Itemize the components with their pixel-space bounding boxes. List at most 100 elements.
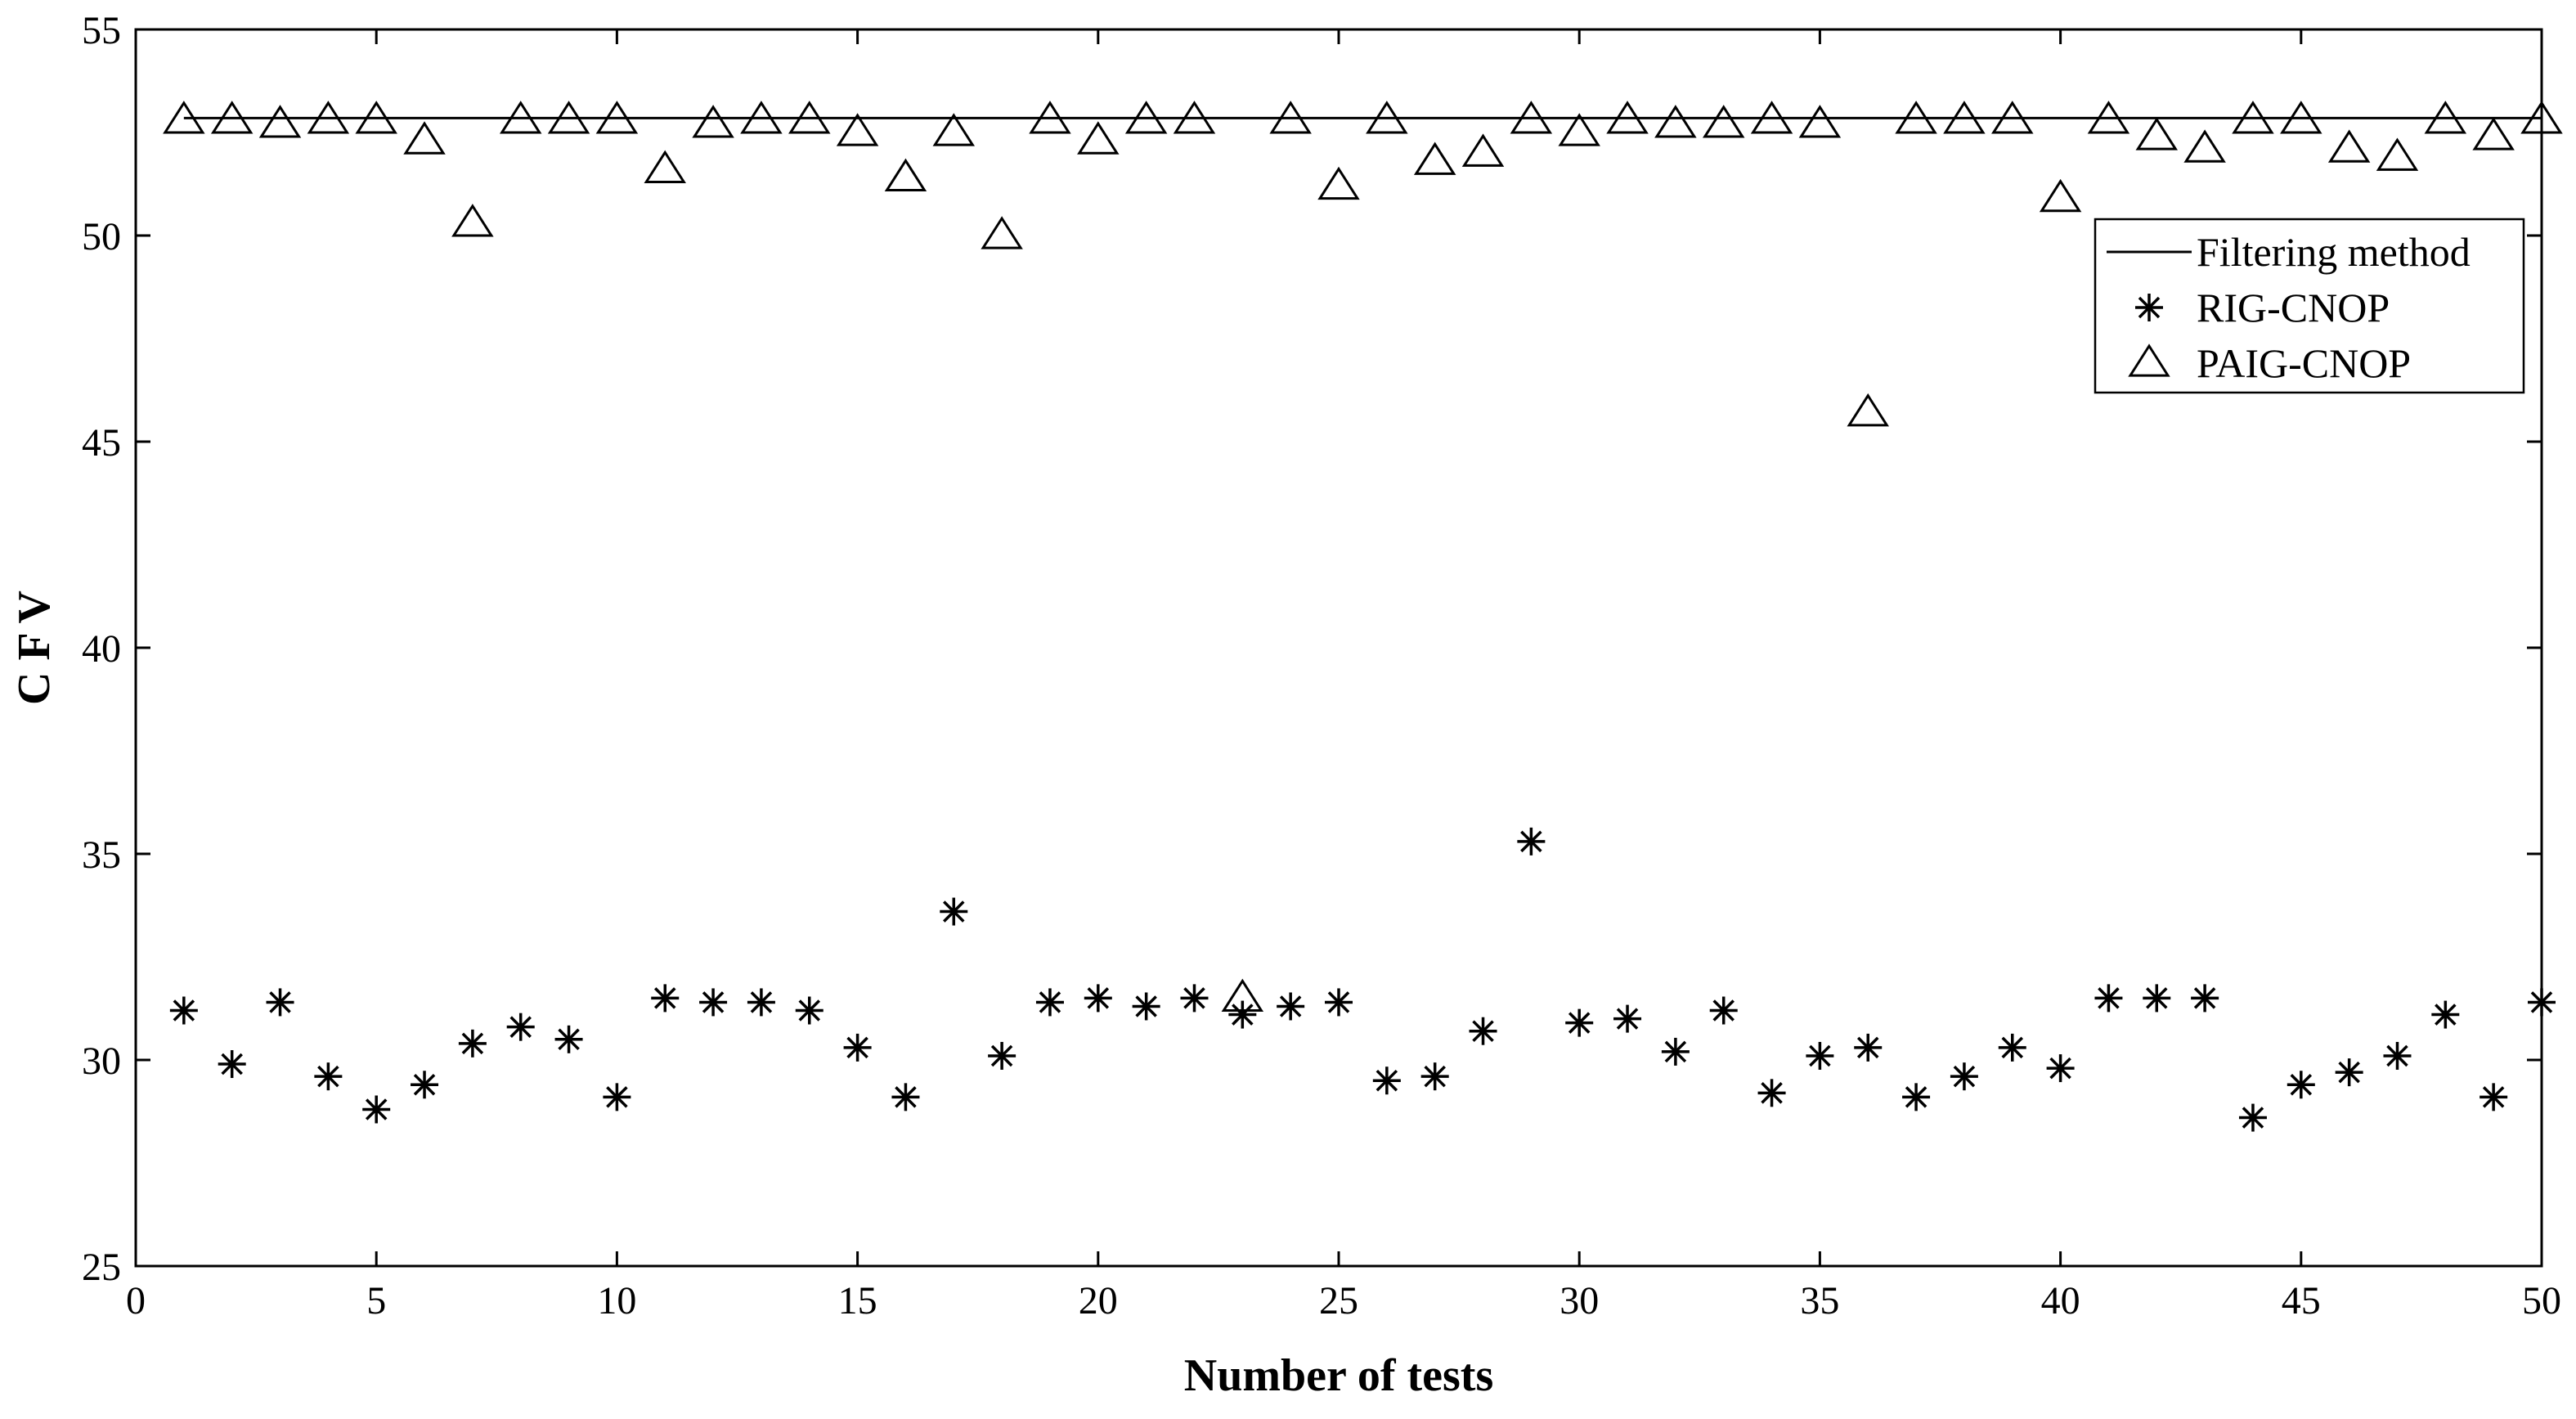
paig-cnop-point (355, 101, 397, 134)
rig-cnop-point (1132, 992, 1160, 1021)
paig-cnop-point (163, 101, 205, 134)
paig-cnop-point (595, 101, 639, 134)
rig-cnop-point (1661, 1037, 1690, 1066)
rig-cnop-point (2046, 1054, 2075, 1083)
rig-cnop-point (1084, 984, 1112, 1013)
paig-cnop-point (2472, 117, 2515, 150)
x-tick-label: 5 (366, 1279, 386, 1322)
paig-cnop-point (1366, 101, 1408, 134)
series-rig-cnop (169, 827, 2556, 1132)
x-tick-label: 45 (2282, 1279, 2321, 1322)
rig-cnop-point (2094, 984, 2123, 1013)
rig-cnop-point (266, 988, 294, 1017)
paig-cnop-point (1991, 101, 2034, 134)
legend: Filtering method RIG-CNOP PAIG-CNOP (2094, 218, 2525, 394)
paig-cnop-point (2232, 101, 2274, 134)
paig-cnop-point (1413, 141, 1456, 175)
x-tick-label: 35 (1800, 1279, 1839, 1322)
paig-cnop-point (1750, 101, 1793, 134)
paig-cnop-point (2327, 129, 2371, 163)
rig-cnop-point (2238, 1103, 2267, 1132)
paig-cnop-point (307, 101, 350, 134)
rig-cnop-point (2191, 984, 2219, 1013)
paig-cnop-point (692, 105, 734, 138)
series-paig-cnop (163, 101, 2563, 1013)
paig-cnop-point (1221, 978, 1264, 1013)
rig-cnop-point (1035, 988, 1064, 1017)
paig-cnop-point (2039, 178, 2082, 213)
paig-cnop-point (1269, 101, 1312, 134)
paig-cnop-point (547, 101, 590, 134)
rig-cnop-point (1902, 1083, 1931, 1111)
y-tick-label: 50 (82, 215, 121, 258)
paig-cnop-point (499, 101, 542, 134)
paig-cnop-point (2376, 137, 2419, 171)
paig-cnop-point (644, 150, 686, 183)
rig-cnop-point (1565, 1008, 1594, 1037)
x-tick-label: 25 (1319, 1279, 1358, 1322)
rig-cnop-point (218, 1050, 246, 1079)
rig-cnop-point (891, 1083, 920, 1111)
y-tick-label: 35 (82, 833, 121, 877)
rig-cnop-point (2287, 1071, 2315, 1099)
rig-cnop-point (940, 897, 968, 926)
paig-cnop-point (1461, 133, 1505, 167)
rig-cnop-point (1228, 1000, 1257, 1029)
rig-cnop-point (314, 1062, 343, 1091)
rig-cnop-point (1469, 1017, 1497, 1045)
rig-cnop-point (362, 1095, 391, 1124)
rig-cnop-point (795, 996, 824, 1025)
paig-cnop-point (2183, 129, 2226, 163)
rig-cnop-point (411, 1071, 439, 1099)
paig-cnop-point (2087, 101, 2130, 134)
x-tick-label: 40 (2041, 1279, 2080, 1322)
rig-cnop-point (2431, 1000, 2460, 1029)
paig-cnop-point (1124, 101, 1168, 134)
rig-cnop-point (1517, 827, 1546, 855)
rig-cnop-point (1420, 1062, 1449, 1091)
paig-cnop-point (740, 101, 783, 134)
rig-cnop-point (1180, 984, 1209, 1013)
legend-label: PAIG-CNOP (2197, 340, 2411, 386)
x-tick-label: 20 (1079, 1279, 1118, 1322)
rig-cnop-point (1613, 1004, 1642, 1033)
paig-cnop-point (2280, 101, 2322, 134)
paig-cnop-point (2424, 101, 2467, 134)
legend-asterisk-symbol (2135, 294, 2163, 321)
paig-cnop-point (1702, 105, 1745, 138)
rig-cnop-point (1709, 996, 1738, 1025)
rig-cnop-point (747, 988, 775, 1017)
rig-cnop-point (506, 1013, 535, 1041)
paig-cnop-point (1895, 101, 1937, 134)
paig-cnop-point (836, 113, 879, 146)
paig-cnop-point (1558, 113, 1600, 146)
rig-cnop-point (1806, 1041, 1834, 1070)
rig-cnop-point (1998, 1033, 2026, 1062)
rig-cnop-point (988, 1041, 1016, 1070)
paig-cnop-point (788, 101, 831, 134)
paig-cnop-point (2135, 117, 2179, 150)
rig-cnop-point (169, 996, 198, 1025)
x-tick-label: 10 (597, 1279, 636, 1322)
rig-cnop-point (1325, 988, 1353, 1017)
paig-cnop-point (1317, 166, 1360, 200)
paig-cnop-point (884, 158, 927, 192)
rig-cnop-point (1277, 992, 1305, 1021)
y-axis-ticks: 25 30 35 40 45 50 55 (82, 9, 2542, 1289)
paig-cnop-point (1077, 121, 1120, 155)
rig-cnop-point (699, 988, 728, 1017)
paig-cnop-point (932, 113, 976, 146)
rig-cnop-point (2335, 1058, 2363, 1087)
rig-cnop-point (603, 1083, 631, 1111)
paig-cnop-point (1847, 393, 1889, 427)
rig-cnop-point (1757, 1079, 1786, 1107)
y-tick-label: 40 (82, 627, 121, 671)
x-axis-ticks: 0 5 10 15 20 25 30 35 40 45 50 (126, 29, 2561, 1322)
y-axis-label: C F V (9, 591, 60, 705)
paig-cnop-point (451, 204, 494, 237)
legend-label: RIG-CNOP (2197, 285, 2390, 330)
x-tick-label: 0 (126, 1279, 146, 1322)
